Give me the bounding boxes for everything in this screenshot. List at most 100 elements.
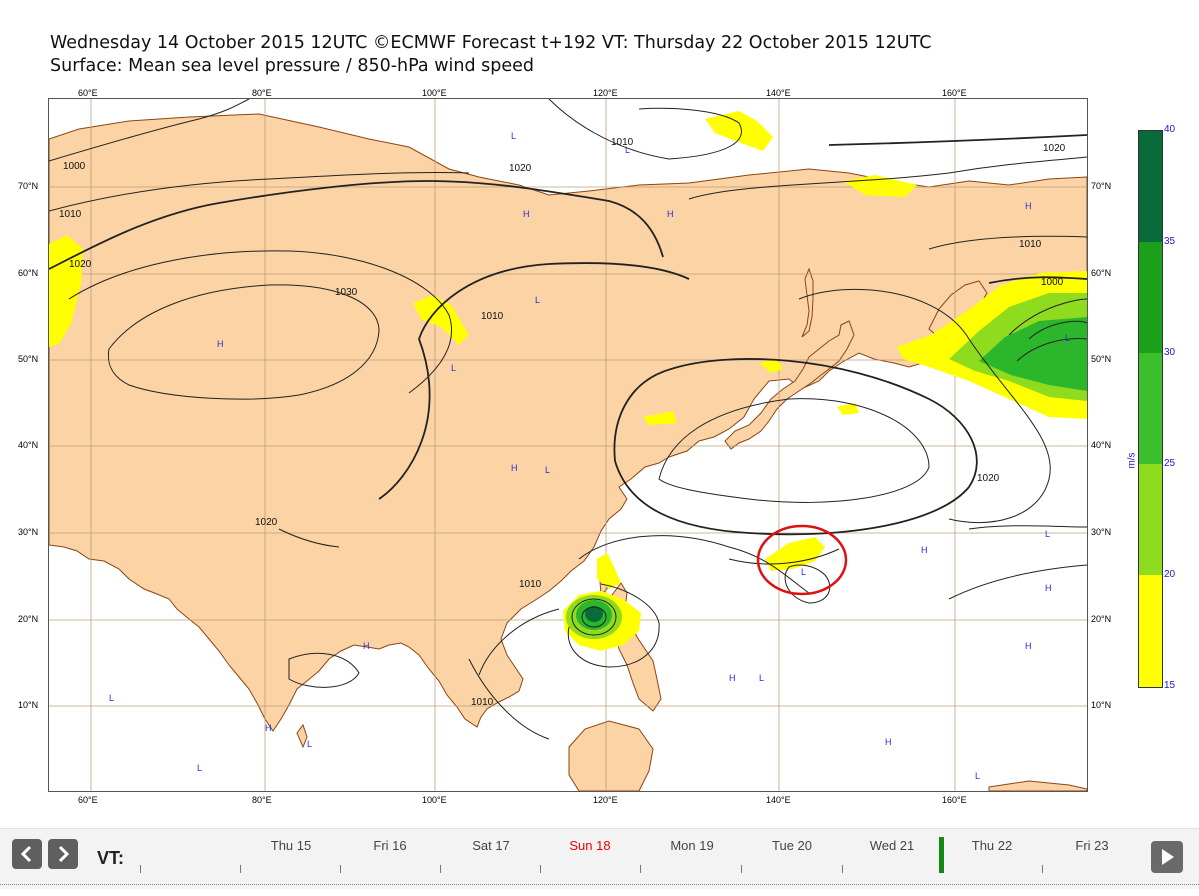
lon-label-bottom: 60°E: [78, 795, 98, 805]
isobar-label: 1000: [1041, 277, 1064, 288]
low-pressure-marker: L: [511, 131, 516, 141]
low-pressure-marker: L: [197, 763, 202, 773]
low-pressure-marker: L: [109, 693, 114, 703]
day-thu-22[interactable]: Thu 22: [971, 838, 1013, 853]
timeline-tick: [240, 865, 241, 873]
high-pressure-marker: H: [1045, 583, 1052, 593]
wind-top-patch: [705, 111, 773, 151]
lat-label-left: 60°N: [18, 268, 39, 278]
wind-speed-colorbar: [1138, 130, 1163, 688]
isobar-label: 1010: [1019, 239, 1042, 250]
day-fri-23[interactable]: Fri 23: [1075, 838, 1109, 853]
day-sat-17[interactable]: Sat 17: [472, 838, 510, 853]
low-pressure-marker: L: [975, 771, 980, 781]
timeline-bar: VT: Thu 15 Fri 16 Sat 17 Sun 18 Mon 19 T…: [0, 828, 1199, 889]
timeline-tick: [440, 865, 441, 873]
lat-label-left: 30°N: [18, 527, 39, 537]
lat-label-right: 40°N: [1091, 440, 1112, 450]
high-pressure-marker: H: [265, 723, 272, 733]
wind-typhoon-core: [585, 606, 603, 622]
lat-label-left: 10°N: [18, 700, 39, 710]
timeline-tick: [140, 865, 141, 873]
lat-label-right: 70°N: [1091, 181, 1112, 191]
next-button[interactable]: [48, 839, 78, 869]
lon-label-top: 160°E: [942, 88, 967, 98]
timeline-tick: [842, 865, 843, 873]
lon-label-bottom: 140°E: [766, 795, 791, 805]
low-pressure-marker: L: [1045, 529, 1050, 539]
day-wed-21[interactable]: Wed 21: [869, 838, 915, 853]
isobar-label: 1020: [69, 259, 92, 270]
low-pressure-marker: L: [625, 145, 630, 155]
colorbar-label: 20: [1164, 569, 1176, 580]
prev-button[interactable]: [12, 839, 42, 869]
low-pressure-marker: L: [759, 673, 764, 683]
day-thu-15[interactable]: Thu 15: [270, 838, 312, 853]
wind-korea-patch: [643, 411, 677, 425]
colorbar-25-30: [1139, 353, 1162, 464]
pressure-centers: H H H H H H H H H H H H L L L L L L L L …: [69, 99, 1070, 781]
wind-kuril-patch: [837, 403, 859, 415]
lon-label-top: 60°E: [78, 88, 98, 98]
day-sun-18[interactable]: Sun 18: [569, 838, 611, 853]
colorbar-label: 40: [1164, 124, 1176, 135]
wind-jet-inner: [979, 317, 1087, 391]
wind-taiwan-patch: [597, 553, 621, 589]
isobar-label: 1010: [611, 137, 634, 148]
isobar-label: 1030: [335, 287, 358, 298]
highlight-circle: [756, 524, 848, 596]
lon-label-top: 80°E: [252, 88, 272, 98]
lat-label-right: 30°N: [1091, 527, 1112, 537]
low-pressure-marker: L: [801, 567, 806, 577]
lat-label-right: 20°N: [1091, 614, 1112, 624]
forecast-map[interactable]: 1000 1010 1020 1030 1010 1010 1020 1010 …: [48, 98, 1088, 792]
chevron-left-icon: [20, 845, 32, 863]
play-button[interactable]: [1151, 841, 1183, 873]
borneo: [568, 720, 654, 791]
sri-lanka: [296, 723, 308, 749]
wind-japan-patch: [759, 359, 783, 373]
lon-label-bottom: 80°E: [252, 795, 272, 805]
lon-label-bottom: 120°E: [593, 795, 618, 805]
colorbar-15-20: [1139, 575, 1162, 687]
high-pressure-marker: H: [1025, 641, 1032, 651]
sakhalin: [801, 267, 814, 338]
colorbar-label: 30: [1164, 347, 1176, 358]
timeline-tick: [340, 865, 341, 873]
high-pressure-marker: H: [729, 673, 736, 683]
colorbar-label: 25: [1164, 458, 1176, 469]
timeline-current-marker[interactable]: [939, 837, 944, 873]
day-fri-16[interactable]: Fri 16: [373, 838, 407, 853]
wind-shading: [49, 111, 1087, 651]
play-icon: [1162, 849, 1174, 865]
wind-circled-low: [765, 537, 825, 571]
isobar-label: 1020: [1043, 143, 1066, 154]
lon-label-top: 120°E: [593, 88, 618, 98]
lat-label-left: 70°N: [18, 181, 39, 191]
lat-label-left: 20°N: [18, 614, 39, 624]
colorbar-30-35: [1139, 242, 1162, 353]
lat-label-left: 50°N: [18, 354, 39, 364]
high-pressure-marker: H: [885, 737, 892, 747]
day-mon-19[interactable]: Mon 19: [670, 838, 714, 853]
lat-label-left: 40°N: [18, 440, 39, 450]
land-layer: [49, 113, 1087, 791]
colorbar-35-40: [1139, 131, 1162, 242]
bottom-divider: [0, 884, 1199, 885]
colorbar-label: 35: [1164, 236, 1176, 247]
low-pressure-marker: L: [69, 99, 74, 101]
isobar-label: 1020: [977, 473, 1000, 484]
lat-label-right: 60°N: [1091, 268, 1112, 278]
high-pressure-marker: H: [667, 209, 674, 219]
colorbar-unit: m/s: [1126, 452, 1138, 469]
high-pressure-marker: H: [1025, 201, 1032, 211]
low-pressure-marker: L: [1065, 333, 1070, 343]
lon-label-top: 100°E: [422, 88, 447, 98]
wind-baikal-patch: [413, 295, 469, 345]
lon-label-bottom: 160°E: [942, 795, 967, 805]
wind-west-jet: [49, 235, 83, 347]
graticule: [49, 99, 1087, 791]
day-tue-20[interactable]: Tue 20: [772, 838, 812, 853]
isobar-label: 1020: [509, 163, 532, 174]
lat-label-right: 50°N: [1091, 354, 1112, 364]
